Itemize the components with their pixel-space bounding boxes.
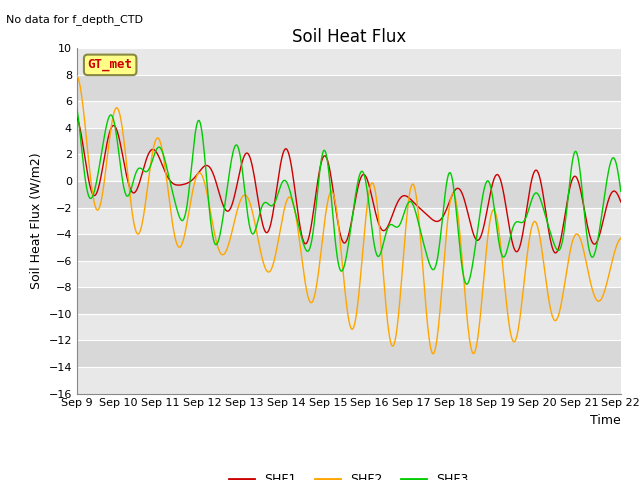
SHF3 <box>289 199 296 205</box>
Bar <box>77 261 621 287</box>
Line: SHF1: SHF1 <box>77 117 621 253</box>
SHF3 <box>73 105 81 110</box>
SHF1 <box>540 197 548 203</box>
Bar <box>77 128 621 155</box>
SHF3 <box>581 216 589 222</box>
Bar <box>77 48 621 74</box>
SHF1 <box>427 216 435 221</box>
SHF1 <box>374 216 381 222</box>
Bar <box>77 287 621 314</box>
SHF2 <box>541 266 548 272</box>
SHF3 <box>526 202 534 208</box>
Bar <box>77 181 621 207</box>
Bar <box>77 155 621 181</box>
SHF2 <box>374 204 381 209</box>
Bar <box>77 74 621 101</box>
SHF2 <box>526 232 534 238</box>
SHF1 <box>289 172 296 178</box>
SHF3 <box>427 264 435 270</box>
SHF2 <box>617 235 625 241</box>
Bar <box>77 340 621 367</box>
SHF3 <box>463 281 470 287</box>
SHF1 <box>617 199 625 205</box>
Bar <box>77 314 621 340</box>
Bar <box>77 367 621 394</box>
Legend: SHF1, SHF2, SHF3: SHF1, SHF2, SHF3 <box>224 468 474 480</box>
Title: Soil Heat Flux: Soil Heat Flux <box>292 28 406 47</box>
Y-axis label: Soil Heat Flux (W/m2): Soil Heat Flux (W/m2) <box>30 153 43 289</box>
Text: GT_met: GT_met <box>88 59 132 72</box>
SHF1 <box>581 211 589 216</box>
SHF2 <box>429 351 437 357</box>
SHF2 <box>581 254 589 260</box>
Bar <box>77 207 621 234</box>
SHF3 <box>374 253 381 259</box>
Line: SHF2: SHF2 <box>77 75 621 354</box>
Text: No data for f_depth_CTD: No data for f_depth_CTD <box>6 14 143 25</box>
Line: SHF3: SHF3 <box>77 108 621 284</box>
SHF3 <box>541 209 548 215</box>
SHF1 <box>73 114 81 120</box>
SHF3 <box>617 189 625 194</box>
SHF2 <box>73 72 81 78</box>
SHF2 <box>289 199 296 205</box>
SHF1 <box>552 250 559 256</box>
SHF2 <box>427 347 435 352</box>
Bar <box>77 234 621 261</box>
SHF1 <box>526 188 534 193</box>
Bar <box>77 101 621 128</box>
X-axis label: Time: Time <box>590 414 621 427</box>
